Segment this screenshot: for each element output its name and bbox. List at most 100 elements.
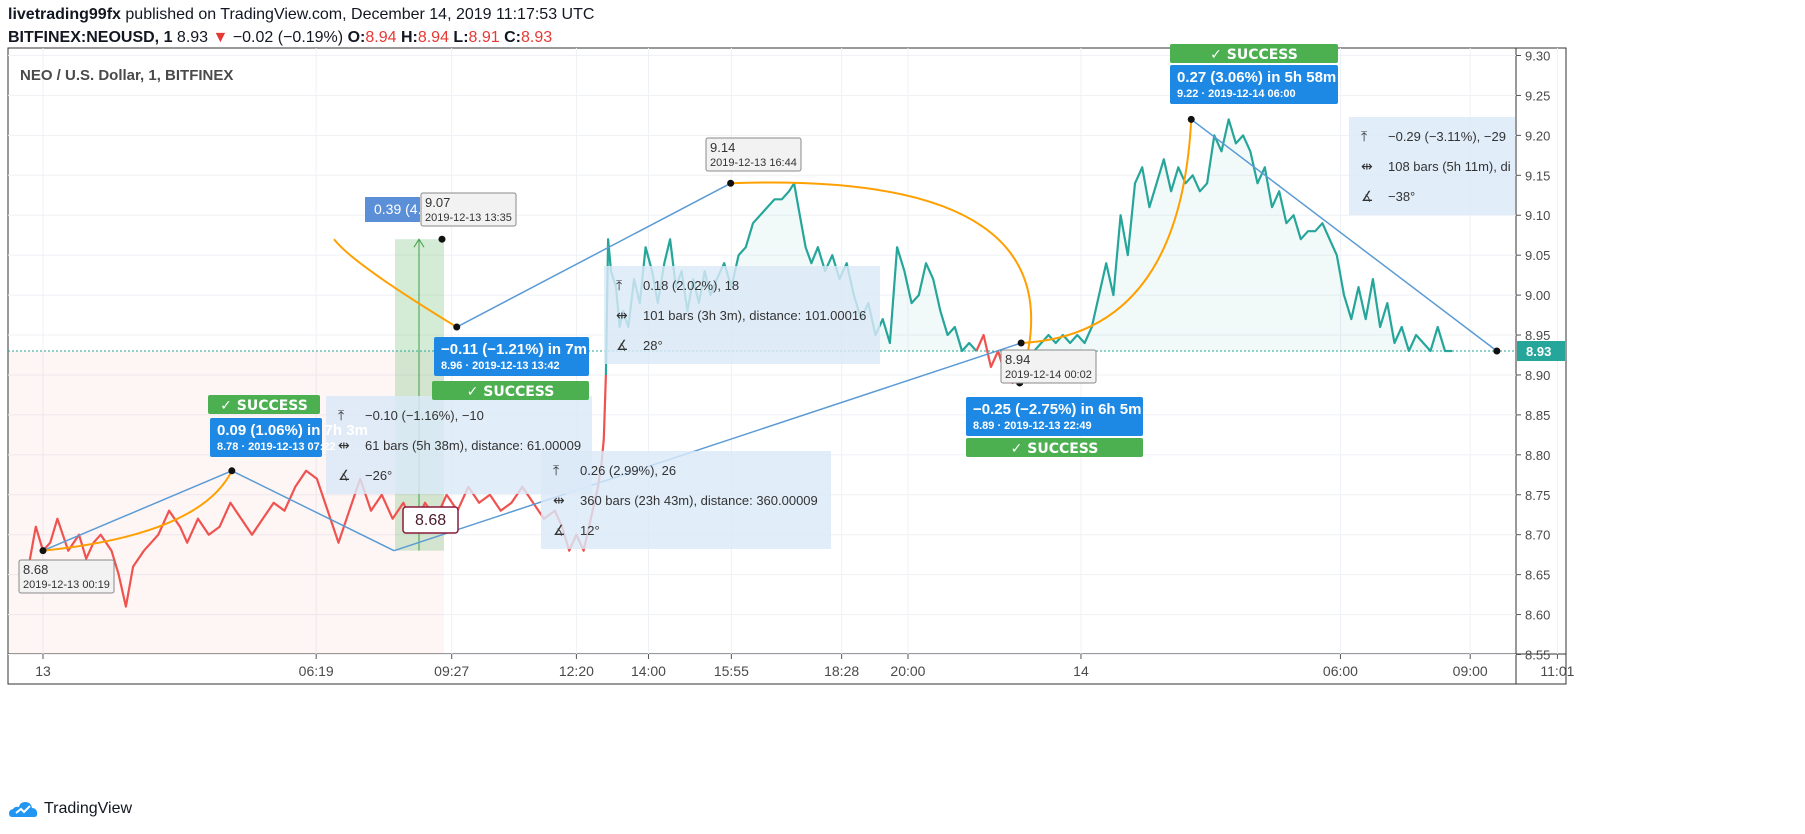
trend-info-line: −26° [365,468,392,483]
price-range-icon: ⤒ [338,408,344,424]
point-label-price: 8.68 [23,562,48,577]
open-label: O: [347,29,366,46]
low-value: 8.91 [468,29,500,46]
current-price-tag [1517,341,1565,362]
pivot-point [438,235,446,243]
trend-line [456,182,731,328]
current-price-label: 8.93 [1526,344,1551,359]
trend-info-line: 0.18 (2.02%), 18 [643,278,739,293]
success-badge [966,438,1143,457]
trend-info-line: −38° [1388,189,1415,204]
forecast-sub: 8.96 · 2019-12-13 13:42 [441,360,560,372]
point-label-box [420,192,517,227]
angle-icon: ∡ [1361,189,1374,205]
trend-info-line: 61 bars (5h 38m), distance: 61.00009 [365,438,581,453]
point-label-box [18,559,115,594]
forecast-arc [333,238,458,328]
angle-icon: ∡ [553,523,566,539]
pivot-point [1017,339,1025,347]
trend-info-line: 360 bars (23h 43m), distance: 360.00009 [580,493,818,508]
y-tick-label: 8.60 [1525,608,1550,623]
trend-info-line: −0.10 (−1.16%), −10 [365,408,484,423]
y-tick-label: 8.75 [1525,488,1550,503]
trend-line [393,342,1022,552]
point-label-price: 8.94 [1005,352,1030,367]
high-label: H: [400,29,418,46]
bars-range-icon: ⇹ [553,493,565,509]
price-range-icon: ⤒ [553,463,559,479]
forecast-box [210,418,322,457]
forecast-arc [730,181,1033,384]
point-label-price: 9.14 [710,140,735,155]
point-label-time: 2019-12-14 00:02 [1005,369,1092,381]
angle-icon: ∡ [338,468,351,484]
y-tick-label: 9.25 [1525,88,1550,103]
success-label: ✓ SUCCESS [1210,47,1298,63]
price-series-line-3 [1025,118,1453,384]
trend-line [42,470,233,552]
symbol-ohlc-bar: BITFINEX:NEOUSD, 1 8.93 ▼ −0.02 (−0.19%)… [8,29,552,47]
forecast-box [434,337,589,376]
price-series-line-1 [604,182,978,376]
x-tick-label: 06:00 [1323,663,1358,679]
pivot-point [228,467,236,475]
success-badge [208,395,320,414]
x-tick-label: 09:00 [1453,663,1488,679]
measure-label-box [365,197,420,222]
y-tick-label: 9.20 [1525,128,1550,143]
forecast-main: −0.11 (−1.21%) in 7m [441,341,587,358]
success-badge [1170,44,1338,63]
forecast-box [1170,65,1338,104]
close-label: C: [504,29,522,46]
x-tick-label: 15:55 [714,663,749,679]
y-tick-label: 9.10 [1525,208,1550,223]
point-label-price: 9.07 [425,195,450,210]
forecast-main: 0.27 (3.06%) in 5h 58m [1177,69,1336,86]
author-name[interactable]: livetrading99fx [8,6,121,23]
series-area-fill [1026,119,1453,384]
success-badge [432,381,589,400]
x-tick-label: 06:19 [299,663,334,679]
trend-info-line: 12° [580,523,600,538]
trend-info-line: 0.26 (2.99%), 26 [580,463,676,478]
publish-info: livetrading99fx published on TradingView… [8,6,594,24]
trend-info-panel [1349,117,1515,215]
x-tick-label: 18:28 [824,663,859,679]
forecast-arc [42,470,233,552]
forecast-sub: 8.78 · 2019-12-13 07:22 [217,441,336,453]
price-tag-box [402,506,459,534]
trend-info-line: 101 bars (3h 3m), distance: 101.00016 [643,308,866,323]
forecast-arc [1021,119,1193,345]
tradingview-logo[interactable]: TradingView [8,800,132,818]
point-label-time: 2019-12-13 00:19 [23,579,110,591]
y-tick-label: 9.00 [1525,288,1550,303]
measure-arrow-head [413,238,425,248]
x-tick-label: 12:20 [559,663,594,679]
forecast-main: 0.09 (1.06%) in 7h 3m [217,422,368,439]
forecast-sub: 8.89 · 2019-12-13 22:49 [973,420,1092,432]
pivot-point [1187,115,1195,123]
point-label-box [705,137,802,172]
success-label: ✓ SUCCESS [220,398,308,414]
x-tick-label: 13 [35,663,51,679]
trend-info-line: −0.29 (−3.11%), −29 [1388,129,1506,144]
trend-line [1190,118,1498,352]
trend-line [231,470,395,552]
y-tick-label: 8.65 [1525,568,1550,583]
symbol-label[interactable]: BITFINEX:NEOUSD, 1 [8,29,173,46]
x-tick-label: 20:00 [890,663,925,679]
price-range-icon: ⤒ [616,278,622,294]
y-tick-label: 9.30 [1525,49,1550,64]
pivot-point [727,179,735,187]
bars-range-icon: ⇹ [616,308,628,324]
trend-info-panel [604,266,880,364]
success-label: ✓ SUCCESS [467,384,555,400]
y-tick-label: 9.05 [1525,248,1550,263]
point-label-box [1000,349,1097,384]
low-label: L: [453,29,469,46]
y-tick-label: 8.95 [1525,328,1550,343]
angle-icon: ∡ [616,338,629,354]
x-tick-label: 09:27 [434,663,469,679]
y-tick-label: 8.80 [1525,448,1550,463]
